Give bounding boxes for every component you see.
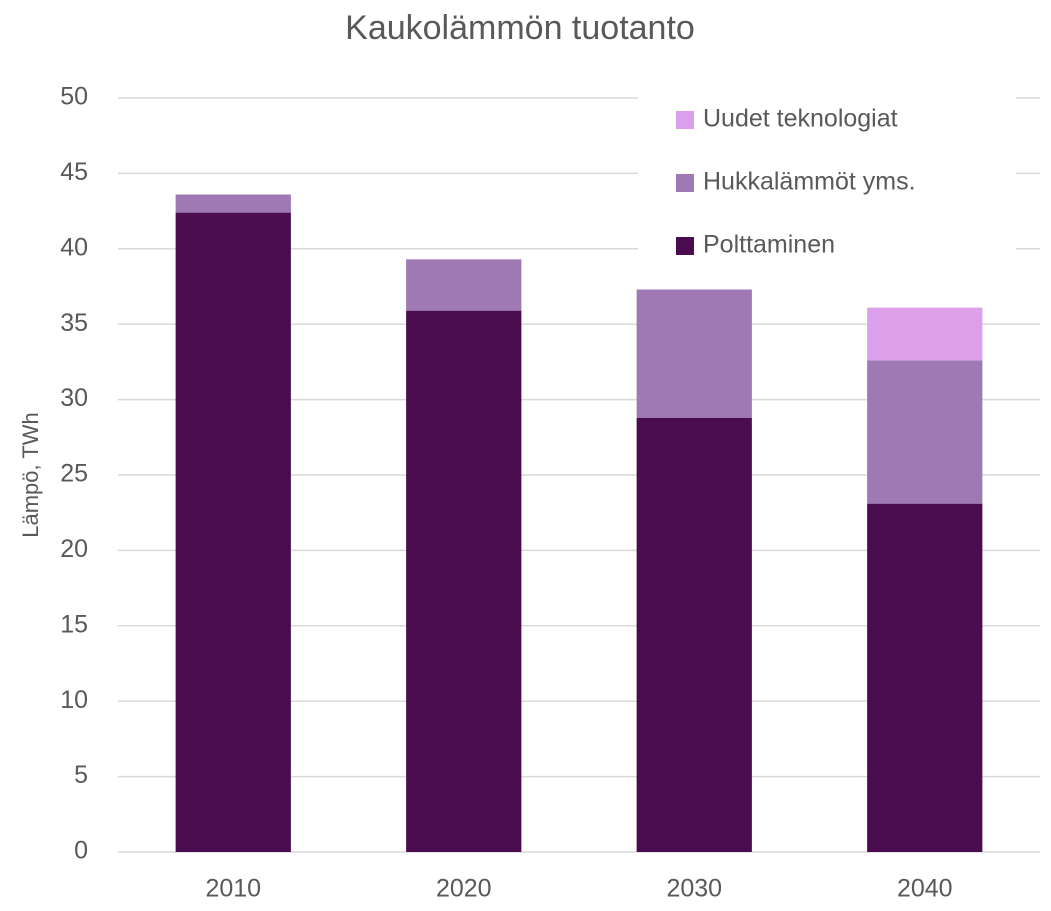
y-tick-label: 50: [60, 83, 88, 111]
legend-box: [638, 88, 1016, 272]
legend-label: Polttaminen: [703, 231, 835, 259]
bar-segment: [175, 194, 291, 213]
legend-swatch: [676, 237, 694, 255]
bar-segment: [867, 360, 983, 504]
legend-label: Uudet teknologiat: [703, 105, 898, 133]
y-axis-label: Lämpö, TWh: [18, 412, 43, 538]
x-tick-label: 2030: [666, 875, 722, 903]
x-tick-label: 2020: [436, 875, 492, 903]
chart-title: Kaukolämmön tuotanto: [345, 9, 695, 47]
y-tick-label: 25: [60, 460, 88, 488]
x-tick-label: 2040: [897, 875, 953, 903]
y-tick-label: 20: [60, 535, 88, 563]
x-tick-label: 2010: [205, 875, 261, 903]
bar-segment: [636, 417, 752, 852]
legend-swatch: [676, 111, 694, 129]
y-tick-label: 40: [60, 233, 88, 261]
bar-segment: [406, 310, 522, 852]
bar-segment: [867, 307, 983, 361]
y-tick-label: 0: [74, 837, 88, 865]
legend-label: Hukkalämmöt yms.: [703, 168, 916, 196]
legend-swatch: [676, 174, 694, 192]
y-tick-label: 5: [74, 761, 88, 789]
y-tick-label: 45: [60, 158, 88, 186]
bar-segment: [175, 212, 291, 852]
bar-segment: [867, 503, 983, 852]
y-tick-label: 10: [60, 686, 88, 714]
bar-segment: [406, 259, 522, 311]
y-tick-label: 35: [60, 309, 88, 337]
y-tick-label: 30: [60, 384, 88, 412]
y-tick-label: 15: [60, 610, 88, 638]
bar-segment: [636, 289, 752, 418]
